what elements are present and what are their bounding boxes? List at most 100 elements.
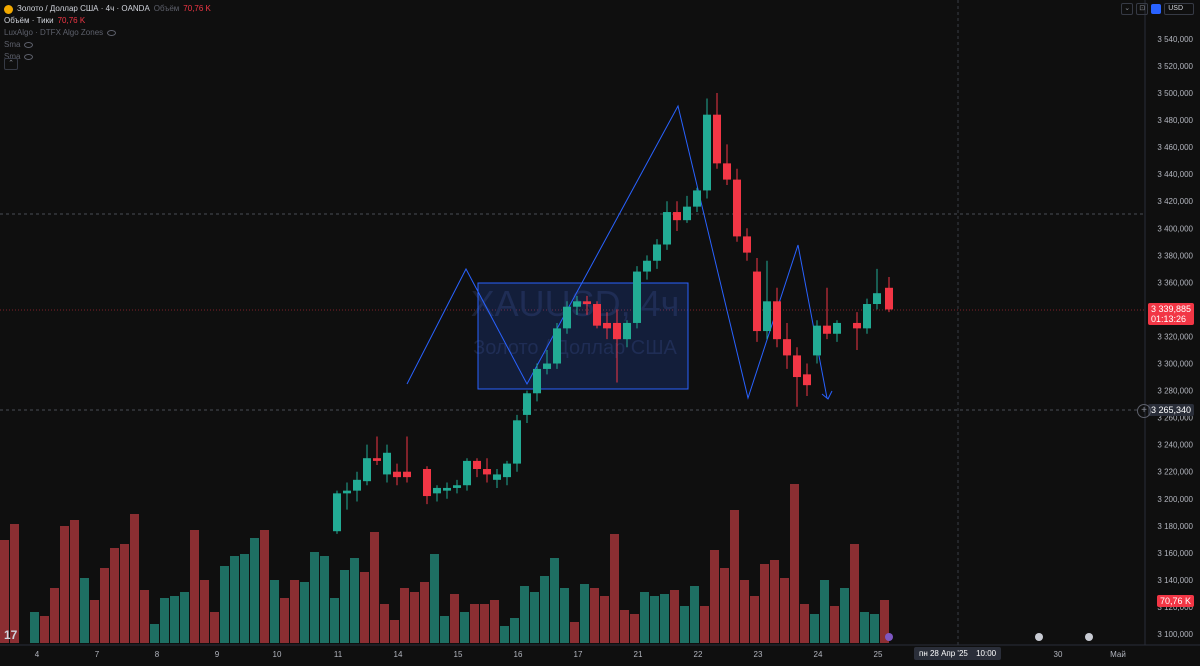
candle-body (533, 368, 541, 394)
volume-bar (410, 592, 419, 643)
candle-body (443, 487, 451, 491)
x-tick-label: 7 (95, 650, 100, 659)
x-tick-label: 17 (574, 650, 583, 659)
candle-body (823, 325, 831, 334)
volume-bar (610, 534, 619, 643)
y-tick-label: 3 360,000 (1157, 278, 1193, 287)
add-plus-icon[interactable]: + (1137, 404, 1151, 418)
volume-bar (600, 596, 609, 643)
candle-body (863, 304, 871, 329)
candle-body (343, 490, 351, 494)
cursor-price-tag: 3 265,340 (1147, 404, 1194, 416)
candle-body (663, 212, 671, 245)
x-tick-label: 22 (694, 650, 703, 659)
eye-icon[interactable] (107, 30, 117, 36)
volume-bar (320, 556, 329, 643)
y-tick-label: 3 280,000 (1157, 387, 1193, 396)
cursor-price: 3 265,340 (1150, 405, 1191, 415)
x-tick-label: 10 (273, 650, 282, 659)
y-tick-label: 3 200,000 (1157, 495, 1193, 504)
legend-indicator-2[interactable]: Sma (4, 39, 211, 51)
volume-bar (120, 544, 129, 643)
candle-body (813, 325, 821, 356)
y-tick-label: 3 400,000 (1157, 224, 1193, 233)
volume-bar (780, 578, 789, 643)
volume-bar (330, 598, 339, 643)
x-tick-label: 21 (634, 650, 643, 659)
legend-indicator-3[interactable]: Sma (4, 51, 211, 63)
crosshair-date: пн 28 Апр '25 10:00 (914, 647, 1002, 660)
symbol-title[interactable]: Золото / Доллар США · 4ч · OANDA (17, 4, 150, 13)
chevron-down-icon[interactable]: ⌄ (1121, 3, 1134, 15)
x-tick-label: 4 (35, 650, 40, 659)
countdown: 01:13:26 (1150, 314, 1186, 324)
last-price: 3 339,885 (1150, 304, 1191, 314)
legend-indicator-1[interactable]: LuxAlgo · DTFX Algo Zones (4, 27, 211, 39)
collapse-legend-button[interactable]: ⌃ (4, 58, 18, 70)
candle-body (783, 339, 791, 356)
volume-bar (720, 568, 729, 643)
volume-bar (430, 554, 439, 643)
candle-body (793, 355, 801, 378)
volume-bar (140, 590, 149, 643)
volume-bar (360, 572, 369, 643)
volume-bar (220, 566, 229, 643)
volume-bar (260, 530, 269, 643)
volume-ticks-value: 70,76 K (57, 16, 86, 25)
volume-bar (100, 568, 109, 643)
volume-bar (640, 592, 649, 643)
y-tick-label: 3 140,000 (1157, 576, 1193, 585)
volume-bar (420, 582, 429, 643)
y-tick-label: 3 180,000 (1157, 522, 1193, 531)
y-tick-label: 3 540,000 (1157, 35, 1193, 44)
candle-body (653, 244, 661, 261)
volume-bar (380, 604, 389, 643)
volume-value: 70,76 K (183, 4, 211, 13)
volume-bar (620, 610, 629, 643)
legend-volume-row[interactable]: Объём · Тики 70,76 K (4, 15, 211, 27)
currency-select[interactable]: USD (1164, 3, 1194, 15)
volume-bar (270, 580, 279, 643)
flag-icon (1035, 633, 1043, 641)
zigzag-pattern-line (406, 104, 828, 400)
candle-body (513, 420, 521, 464)
y-tick-label: 3 320,000 (1157, 332, 1193, 341)
volume-bar (210, 612, 219, 643)
volume-bar (810, 614, 819, 643)
volume-bar (500, 626, 509, 643)
candle-body (553, 328, 561, 364)
candle-body (603, 322, 611, 329)
eye-icon[interactable] (24, 54, 34, 60)
volume-bar (130, 514, 139, 643)
lock-icon[interactable]: ⊡ (1136, 3, 1149, 15)
volume-bar (400, 588, 409, 643)
candle-body (383, 452, 391, 475)
volume-bar (840, 588, 849, 643)
tradingview-logo-icon[interactable]: 17 (4, 628, 18, 642)
volume-bar (240, 554, 249, 643)
volume-bar (670, 590, 679, 643)
candle-body (833, 322, 841, 334)
y-tick-label: 3 380,000 (1157, 251, 1193, 260)
volume-bar (770, 560, 779, 643)
legend-symbol-row[interactable]: Золото / Доллар США · 4ч · OANDA Объём 7… (4, 3, 211, 15)
y-tick-label: 3 160,000 (1157, 549, 1193, 558)
eye-icon[interactable] (24, 42, 34, 48)
volume-bar (660, 594, 669, 643)
selected-toggle[interactable] (1151, 4, 1162, 14)
volume-bar (290, 580, 299, 643)
y-tick-label: 3 500,000 (1157, 89, 1193, 98)
candle-body (613, 322, 621, 340)
indicator-1-label: LuxAlgo · DTFX Algo Zones (4, 28, 104, 37)
volume-bar (480, 604, 489, 643)
volume-bar (200, 580, 209, 643)
candle-body (473, 460, 481, 470)
volume-bar (460, 612, 469, 643)
candle-body (463, 460, 471, 486)
volume-bar (10, 524, 19, 643)
volume-bar (0, 540, 9, 643)
candle-body (433, 487, 441, 494)
volume-bar (370, 532, 379, 643)
x-tick-label: 16 (514, 650, 523, 659)
